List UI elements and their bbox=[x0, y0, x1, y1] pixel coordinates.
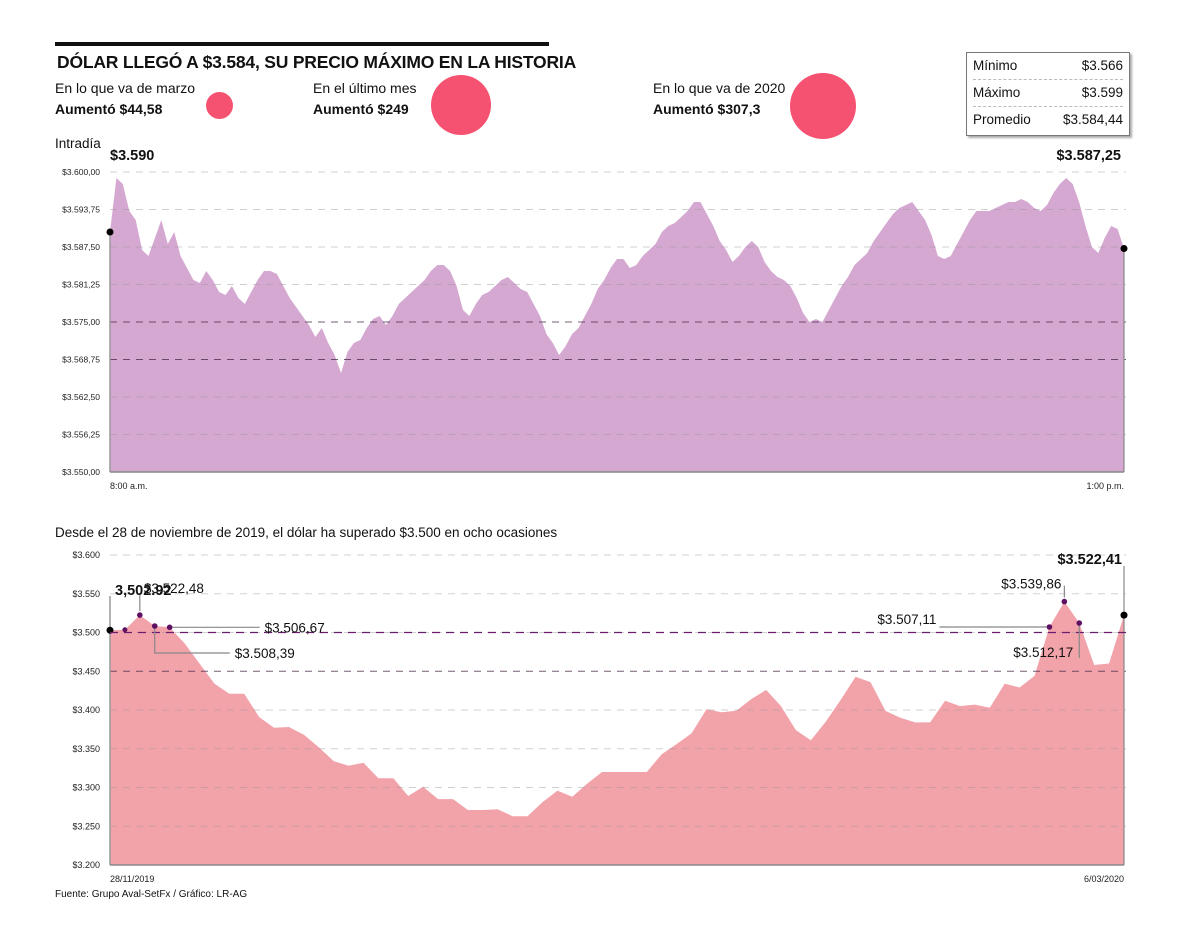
annotation-label: $3.506,67 bbox=[265, 620, 325, 635]
annotation-leader bbox=[154, 625, 230, 654]
stat-month-value: Aumentó $249 bbox=[313, 101, 409, 117]
area-fill bbox=[110, 178, 1124, 472]
y-tick-label: $3.500 bbox=[72, 628, 100, 638]
stat-year-value: Aumentó $307,3 bbox=[653, 101, 761, 117]
stat-march-label: En lo que va de marzo bbox=[55, 80, 196, 96]
y-tick-label: $3.200 bbox=[72, 860, 100, 870]
title-rule bbox=[55, 42, 549, 46]
summary-row-min: Mínimo $3.566 bbox=[973, 53, 1123, 79]
x-tick-label: 6/03/2020 bbox=[1084, 874, 1124, 884]
y-tick-label: $3.400 bbox=[72, 705, 100, 715]
annotation-marker bbox=[137, 612, 143, 618]
page-title: DÓLAR LLEGÓ A $3.584, SU PRECIO MÁXIMO E… bbox=[57, 52, 577, 72]
end-point bbox=[1120, 245, 1128, 252]
history-start-label: 3,502.92 bbox=[115, 583, 172, 599]
start-point bbox=[106, 228, 114, 236]
summary-min-label: Mínimo bbox=[973, 58, 1018, 73]
x-tick-label: 28/11/2019 bbox=[110, 874, 154, 884]
annotation-marker bbox=[166, 624, 173, 631]
source-note: Fuente: Grupo Aval-SetFx / Gráfico: LR-A… bbox=[55, 889, 248, 900]
annotation-marker bbox=[1076, 620, 1083, 626]
stat-march-value: Aumentó $44,58 bbox=[55, 101, 163, 117]
intraday-chart: $3.600,00 $3.593,75 $3.587,50 $3.581,25 $3.5… bbox=[62, 167, 1128, 491]
intraday-open-label: $3.590 bbox=[110, 148, 155, 164]
y-tick-label: $3.250 bbox=[72, 821, 100, 831]
summary-min-value: $3.566 bbox=[1081, 58, 1123, 73]
annotation-marker bbox=[1046, 624, 1053, 630]
stat-month-label: En el último mes bbox=[313, 80, 417, 96]
y-tick-label: $3.562,50 bbox=[62, 392, 100, 402]
stat-month-bubble bbox=[431, 75, 491, 135]
y-tick-label: $3.300 bbox=[72, 783, 100, 793]
x-tick-label: 1:00 p.m. bbox=[1086, 481, 1124, 491]
y-tick-label: $3.450 bbox=[72, 666, 100, 676]
annotation-label: $3.522,48 bbox=[144, 581, 204, 596]
y-tick-label: $3.587,50 bbox=[62, 242, 100, 252]
annotation-label: $3.539,86 bbox=[1001, 577, 1061, 592]
y-tick-label: $3.550 bbox=[72, 589, 100, 599]
y-tick-label: $3.568,75 bbox=[62, 355, 100, 365]
stat-march-bubble bbox=[206, 92, 233, 119]
summary-max-label: Máximo bbox=[973, 85, 1021, 100]
annotation-marker bbox=[1061, 598, 1068, 605]
intraday-close-label: $3.587,25 bbox=[1056, 148, 1121, 164]
intraday-title: Intradía bbox=[55, 136, 101, 151]
end-point bbox=[1120, 611, 1128, 619]
y-tick-label: $3.593,75 bbox=[62, 205, 100, 215]
annotation-label: $3.507,11 bbox=[877, 612, 936, 627]
summary-divider bbox=[973, 79, 1123, 80]
y-tick-label: $3.556,25 bbox=[62, 430, 100, 440]
summary-avg-label: Promedio bbox=[973, 112, 1031, 127]
annotation-label: $3.508,39 bbox=[235, 646, 295, 661]
y-tick-label: $3.575,00 bbox=[62, 317, 100, 327]
y-tick-label: $3.550,00 bbox=[62, 467, 100, 477]
y-tick-label: $3.600 bbox=[72, 550, 100, 560]
threshold-marker bbox=[122, 627, 128, 633]
summary-box: Mínimo $3.566 Máximo $3.599 Promedio $3.… bbox=[966, 52, 1130, 136]
summary-divider bbox=[973, 106, 1123, 107]
annotation-marker bbox=[151, 623, 158, 629]
y-tick-label: $3.600,00 bbox=[62, 167, 100, 177]
history-title: Desde el 28 de noviembre de 2019, el dól… bbox=[55, 525, 558, 540]
summary-row-avg: Promedio $3.584,44 bbox=[973, 107, 1123, 133]
stat-year-label: En lo que va de 2020 bbox=[653, 80, 786, 96]
y-tick-label: $3.350 bbox=[72, 744, 100, 754]
summary-avg-value: $3.584,44 bbox=[1062, 112, 1123, 127]
x-tick-label: 8:00 a.m. bbox=[110, 481, 148, 491]
area-fill bbox=[110, 601, 1124, 865]
summary-row-max: Máximo $3.599 bbox=[973, 80, 1123, 106]
summary-max-value: $3.599 bbox=[1081, 85, 1123, 100]
history-end-label: $3.522,41 bbox=[1057, 552, 1122, 568]
stat-year-bubble bbox=[790, 73, 856, 139]
annotation-label: $3.512,17 bbox=[1013, 645, 1073, 660]
y-tick-label: $3.581,25 bbox=[62, 280, 100, 290]
history-chart: $3.600 $3.550 $3.500 $3.450 $3.400 $3.350 $3.3… bbox=[72, 550, 1128, 884]
